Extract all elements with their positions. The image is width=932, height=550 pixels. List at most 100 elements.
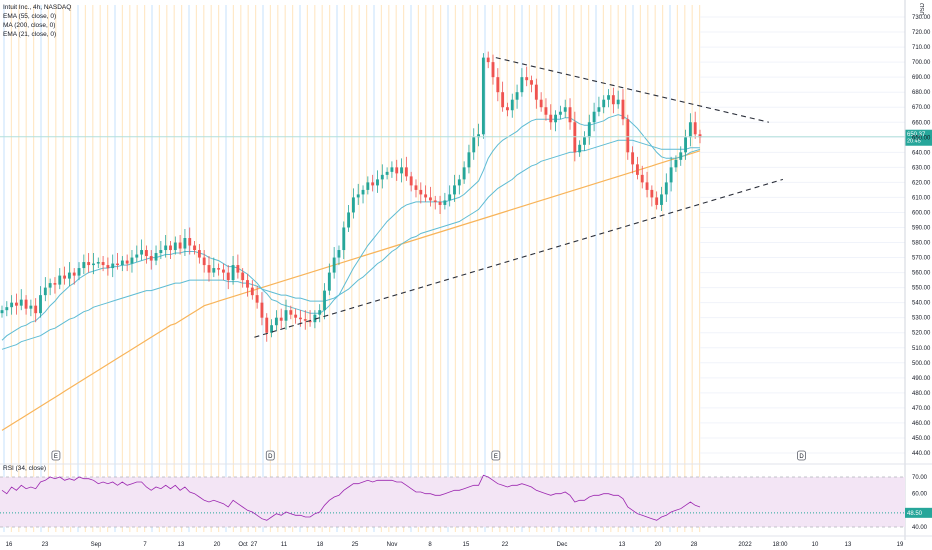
time-tick: 2022 <box>738 542 752 548</box>
candle-body <box>15 302 18 306</box>
legend-ema55[interactable]: EMA (55, close, 0) <box>3 13 57 20</box>
candle-body <box>472 137 476 153</box>
time-tick: 19 <box>897 542 904 548</box>
candle-body <box>29 305 33 309</box>
candle-body <box>592 111 596 123</box>
candle-body <box>501 92 505 108</box>
candle-body <box>39 295 42 314</box>
candle-body <box>385 171 389 175</box>
candles[interactable] <box>0 51 702 342</box>
candle-body <box>43 287 47 296</box>
candle-body <box>635 164 639 175</box>
last-price-timer: 20:45 <box>907 139 921 145</box>
ma200-series <box>1 150 701 431</box>
candle-body <box>698 134 702 138</box>
time-tick: 28 <box>691 542 698 548</box>
rsi-legend[interactable]: RSI (34, close) <box>3 465 46 472</box>
time-tick: 18 <box>317 542 324 548</box>
candle-body <box>222 269 225 273</box>
last-price-badge <box>905 129 932 146</box>
candle-body <box>193 245 196 251</box>
candle-body <box>587 122 591 138</box>
price-tick: 700.00 <box>912 60 931 66</box>
candle-body <box>72 272 76 276</box>
candle-body <box>520 77 524 93</box>
price-axis[interactable]: 440.00 450.00 460.00 470.00 480.00 490.00 500.… <box>904 0 931 540</box>
candle-body <box>159 250 163 254</box>
candle-body <box>650 189 654 198</box>
candle-body <box>645 182 649 190</box>
candle-body <box>351 197 355 213</box>
candle-body <box>92 263 95 266</box>
event-marker-box <box>797 450 806 461</box>
legend-ma200[interactable]: MA (200, close, 0) <box>3 22 56 29</box>
price-tick: 640.00 <box>912 150 931 156</box>
price-tick: 730.00 <box>912 15 931 21</box>
ma200-line <box>1 150 701 431</box>
event-marker-box <box>265 450 275 461</box>
event-marker-label: E <box>54 454 58 460</box>
trendlines[interactable] <box>254 57 784 338</box>
price-tick: 620.00 <box>912 180 931 186</box>
price-tick: 470.00 <box>912 406 931 412</box>
candle-body <box>332 257 336 273</box>
candle-body <box>140 250 144 255</box>
candle-body <box>626 119 630 153</box>
candle-body <box>342 227 346 251</box>
symbol-title: Intuit Inc., 4h, NASDAQ <box>3 4 72 11</box>
time-tick: 23 <box>42 542 49 548</box>
candle-body <box>19 299 23 306</box>
candle-body <box>299 317 302 320</box>
candle-body <box>24 299 28 309</box>
candle-body <box>260 302 264 318</box>
rsi-tick: 60.00 <box>912 492 928 498</box>
time-tick: 11 <box>281 542 288 548</box>
time-tick: 13 <box>178 542 185 548</box>
price-tick: 650.00 <box>912 135 931 141</box>
time-tick: 27 <box>251 542 258 548</box>
price-grid <box>700 16 905 454</box>
candle-body <box>376 179 379 186</box>
price-tick: 460.00 <box>912 421 931 427</box>
candle-body <box>241 272 245 281</box>
time-tick: 10 <box>812 542 819 548</box>
candle-body <box>674 159 678 168</box>
candle-body <box>611 95 615 105</box>
candle-body <box>414 185 418 190</box>
candle-body <box>530 80 533 85</box>
candle-body <box>313 314 317 323</box>
ema21-line <box>1 114 701 341</box>
time-tick: 25 <box>352 542 359 548</box>
candle-body <box>573 122 577 153</box>
session-highlights <box>3 5 701 532</box>
candle-body <box>400 167 403 174</box>
candle-body <box>255 295 259 303</box>
candle-body <box>616 99 620 105</box>
time-tick: Sep <box>91 542 102 548</box>
time-tick: 20 <box>655 542 662 548</box>
candle-body <box>621 99 625 120</box>
candle-body <box>688 122 692 138</box>
candle-body <box>178 242 182 249</box>
time-tick: 7 <box>143 542 147 548</box>
candle-body <box>602 99 606 108</box>
legend-ema21[interactable]: EMA (21, close, 0) <box>3 31 57 38</box>
candle-body <box>664 182 668 195</box>
candle-body <box>202 257 206 266</box>
time-tick: 13 <box>845 542 852 548</box>
ema55-line <box>1 139 700 350</box>
candle-body <box>563 107 567 112</box>
price-tick: 580.00 <box>912 241 931 247</box>
candle-body <box>106 265 110 269</box>
candle-body <box>544 107 548 115</box>
candle-body <box>390 167 394 172</box>
rsi-band <box>0 477 905 527</box>
candle-body <box>443 200 447 205</box>
candle-body <box>462 167 466 180</box>
rsi-value-badge <box>905 507 932 518</box>
price-tick: 550.00 <box>912 286 931 292</box>
